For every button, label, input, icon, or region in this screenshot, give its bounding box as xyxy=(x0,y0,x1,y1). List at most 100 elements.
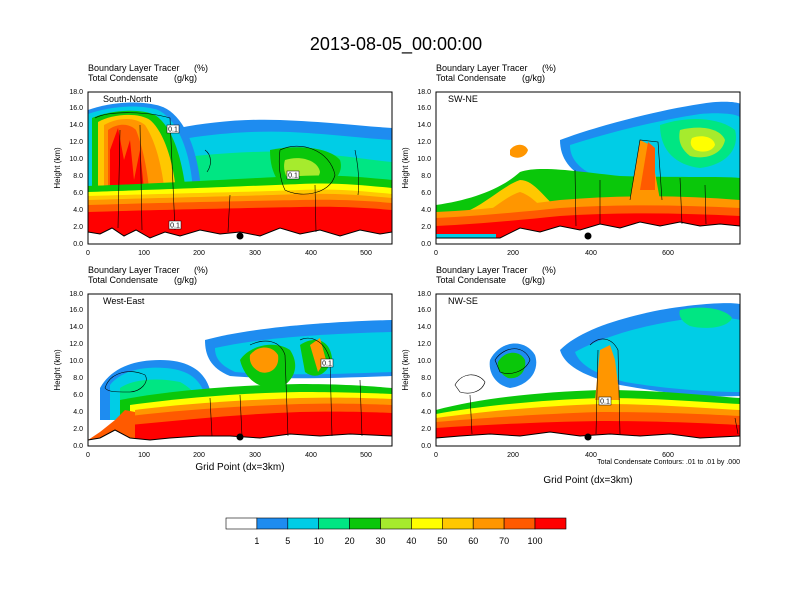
y-tick: 6.0 xyxy=(73,392,83,399)
plot-area xyxy=(436,92,740,244)
x-ticks: 0 100 200 300 400 500 xyxy=(86,250,372,257)
y-tick: 10.0 xyxy=(417,156,431,163)
x-tick: 300 xyxy=(249,452,261,459)
y-tick: 8.0 xyxy=(73,173,83,180)
x-tick: 500 xyxy=(360,250,372,257)
plot-area xyxy=(88,294,392,446)
y-ticks: 0.0 2.0 4.0 6.0 8.0 10.0 12.0 14.0 16.0 … xyxy=(69,291,83,450)
y-axis-label: Height (km) xyxy=(401,147,410,189)
y-tick: 6.0 xyxy=(73,190,83,197)
colorbar-box-10 xyxy=(534,517,567,530)
plot-frame xyxy=(435,293,741,447)
contour-label: 0.1 xyxy=(600,399,610,406)
y-axis-label: Height (km) xyxy=(53,349,62,391)
y-tick: 4.0 xyxy=(421,409,431,416)
x-tick: 100 xyxy=(138,250,150,257)
condensate-contour xyxy=(104,337,363,437)
left-cells-green xyxy=(497,352,526,379)
location-marker xyxy=(236,433,244,441)
colorbar-box-9 xyxy=(503,517,536,530)
colorbar-label: 60 xyxy=(468,536,478,546)
y-tick: 18.0 xyxy=(417,89,431,96)
x-axis-label: Grid Point (dx=3km) xyxy=(543,475,632,486)
isolated-red xyxy=(640,142,655,190)
y-tick: 8.0 xyxy=(73,375,83,382)
panel-contour-label: Total Condensate xyxy=(436,275,506,285)
anvil-green xyxy=(679,307,732,328)
x-tick: 200 xyxy=(193,250,205,257)
y-tick: 0.0 xyxy=(421,443,431,450)
colorbar-label: 50 xyxy=(437,536,447,546)
colorbar-label: 40 xyxy=(406,536,416,546)
x-tick: 400 xyxy=(585,452,597,459)
colorbar: 1 5 10 20 30 40 50 60 70 100 xyxy=(225,517,567,546)
colorbar-box-3 xyxy=(318,517,350,530)
isolated-cells xyxy=(510,140,660,200)
panel-contour-label: Total Condensate xyxy=(88,73,158,83)
y-tick: 10.0 xyxy=(69,156,83,163)
location-marker xyxy=(584,232,592,240)
y-tick: 16.0 xyxy=(69,307,83,314)
panel-name: South-North xyxy=(103,94,152,104)
y-tick: 10.0 xyxy=(417,358,431,365)
x-tick: 100 xyxy=(138,452,150,459)
panel-west-east: Boundary Layer Tracer (%) Total Condensa… xyxy=(53,265,393,473)
y-tick: 8.0 xyxy=(421,375,431,382)
colorbar-label: 70 xyxy=(499,536,509,546)
y-tick: 16.0 xyxy=(69,105,83,112)
panel-contour-label: Total Condensate xyxy=(88,275,158,285)
plot-area xyxy=(88,92,392,244)
panel-field-label: Boundary Layer Tracer xyxy=(436,265,528,275)
contour-label: 0.1 xyxy=(288,173,298,180)
location-marker xyxy=(584,433,592,441)
x-tick: 400 xyxy=(585,250,597,257)
y-tick: 2.0 xyxy=(421,426,431,433)
plot-area xyxy=(436,294,740,446)
colorbar-label: 1 xyxy=(254,536,259,546)
condensate-contour xyxy=(454,338,739,435)
contour-label-box: 0.1 xyxy=(168,220,182,230)
x-ticks: 0 200 400 600 xyxy=(434,452,674,459)
y-tick: 14.0 xyxy=(417,324,431,331)
plot-frame xyxy=(87,293,393,447)
x-tick: 600 xyxy=(662,250,674,257)
x-tick: 0 xyxy=(434,452,438,459)
panel-sw-ne: Boundary Layer Tracer (%) Total Condensa… xyxy=(401,63,741,257)
panel-field-units: (%) xyxy=(542,63,556,73)
panel-contour-units: (g/kg) xyxy=(522,275,545,285)
colorbar-labels: 1 5 10 20 30 40 50 60 70 100 xyxy=(254,536,542,546)
y-tick: 6.0 xyxy=(421,190,431,197)
contour-label: 0.1 xyxy=(170,223,180,230)
y-tick: 14.0 xyxy=(69,122,83,129)
location-marker xyxy=(236,232,244,240)
y-ticks: 0.0 2.0 4.0 6.0 8.0 10.0 12.0 14.0 16.0 … xyxy=(69,89,83,248)
figure-title: 2013-08-05_00:00:00 xyxy=(310,34,482,55)
condensate-contour xyxy=(94,112,360,233)
x-tick: 200 xyxy=(507,452,519,459)
y-axis-label: Height (km) xyxy=(401,349,410,391)
x-tick: 200 xyxy=(193,452,205,459)
contour-label-box: 0.1 xyxy=(598,396,612,406)
colorbar-box-6 xyxy=(411,517,443,530)
colorbar-label: 20 xyxy=(345,536,355,546)
x-axis-label: Grid Point (dx=3km) xyxy=(195,462,284,473)
x-tick: 600 xyxy=(662,452,674,459)
panel-name: West-East xyxy=(103,296,145,306)
colorbar-box-7 xyxy=(441,517,474,530)
y-tick: 18.0 xyxy=(69,89,83,96)
colorbar-box-2 xyxy=(287,517,319,530)
y-tick: 4.0 xyxy=(73,207,83,214)
panel-field-label: Boundary Layer Tracer xyxy=(88,63,180,73)
panel-south-north: Boundary Layer Tracer (%) Total Condensa… xyxy=(53,63,393,257)
y-tick: 8.0 xyxy=(421,173,431,180)
y-tick: 2.0 xyxy=(421,224,431,231)
x-tick: 400 xyxy=(305,452,317,459)
panel-contour-units: (g/kg) xyxy=(522,73,545,83)
panel-field-units: (%) xyxy=(542,265,556,275)
colorbar-box-1 xyxy=(256,517,289,530)
y-tick: 2.0 xyxy=(73,426,83,433)
y-tick: 12.0 xyxy=(69,139,83,146)
contour-label: 0.1 xyxy=(322,361,332,368)
y-tick: 6.0 xyxy=(421,392,431,399)
